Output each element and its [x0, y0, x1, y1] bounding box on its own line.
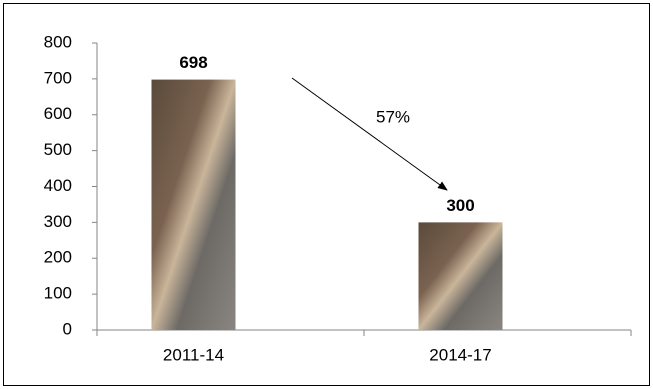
y-tick-label: 500	[44, 140, 72, 159]
y-tick-label: 700	[44, 68, 72, 87]
data-label: 300	[446, 196, 474, 215]
bar	[418, 222, 503, 330]
y-tick-label: 200	[44, 248, 72, 267]
y-tick-label: 100	[44, 284, 72, 303]
data-label: 698	[179, 53, 207, 72]
y-tick-label: 0	[63, 319, 72, 338]
y-tick-label: 800	[44, 32, 72, 51]
y-tick-label: 300	[44, 212, 72, 231]
annotation: 57%	[376, 107, 410, 126]
x-tick-label: 2011-14	[163, 345, 224, 364]
y-tick-label: 400	[44, 176, 72, 195]
x-tick-label: 2014-17	[429, 345, 491, 364]
chart-frame	[3, 3, 650, 386]
arrow	[291, 77, 448, 191]
bar	[151, 79, 236, 330]
y-tick-label: 600	[44, 104, 72, 123]
